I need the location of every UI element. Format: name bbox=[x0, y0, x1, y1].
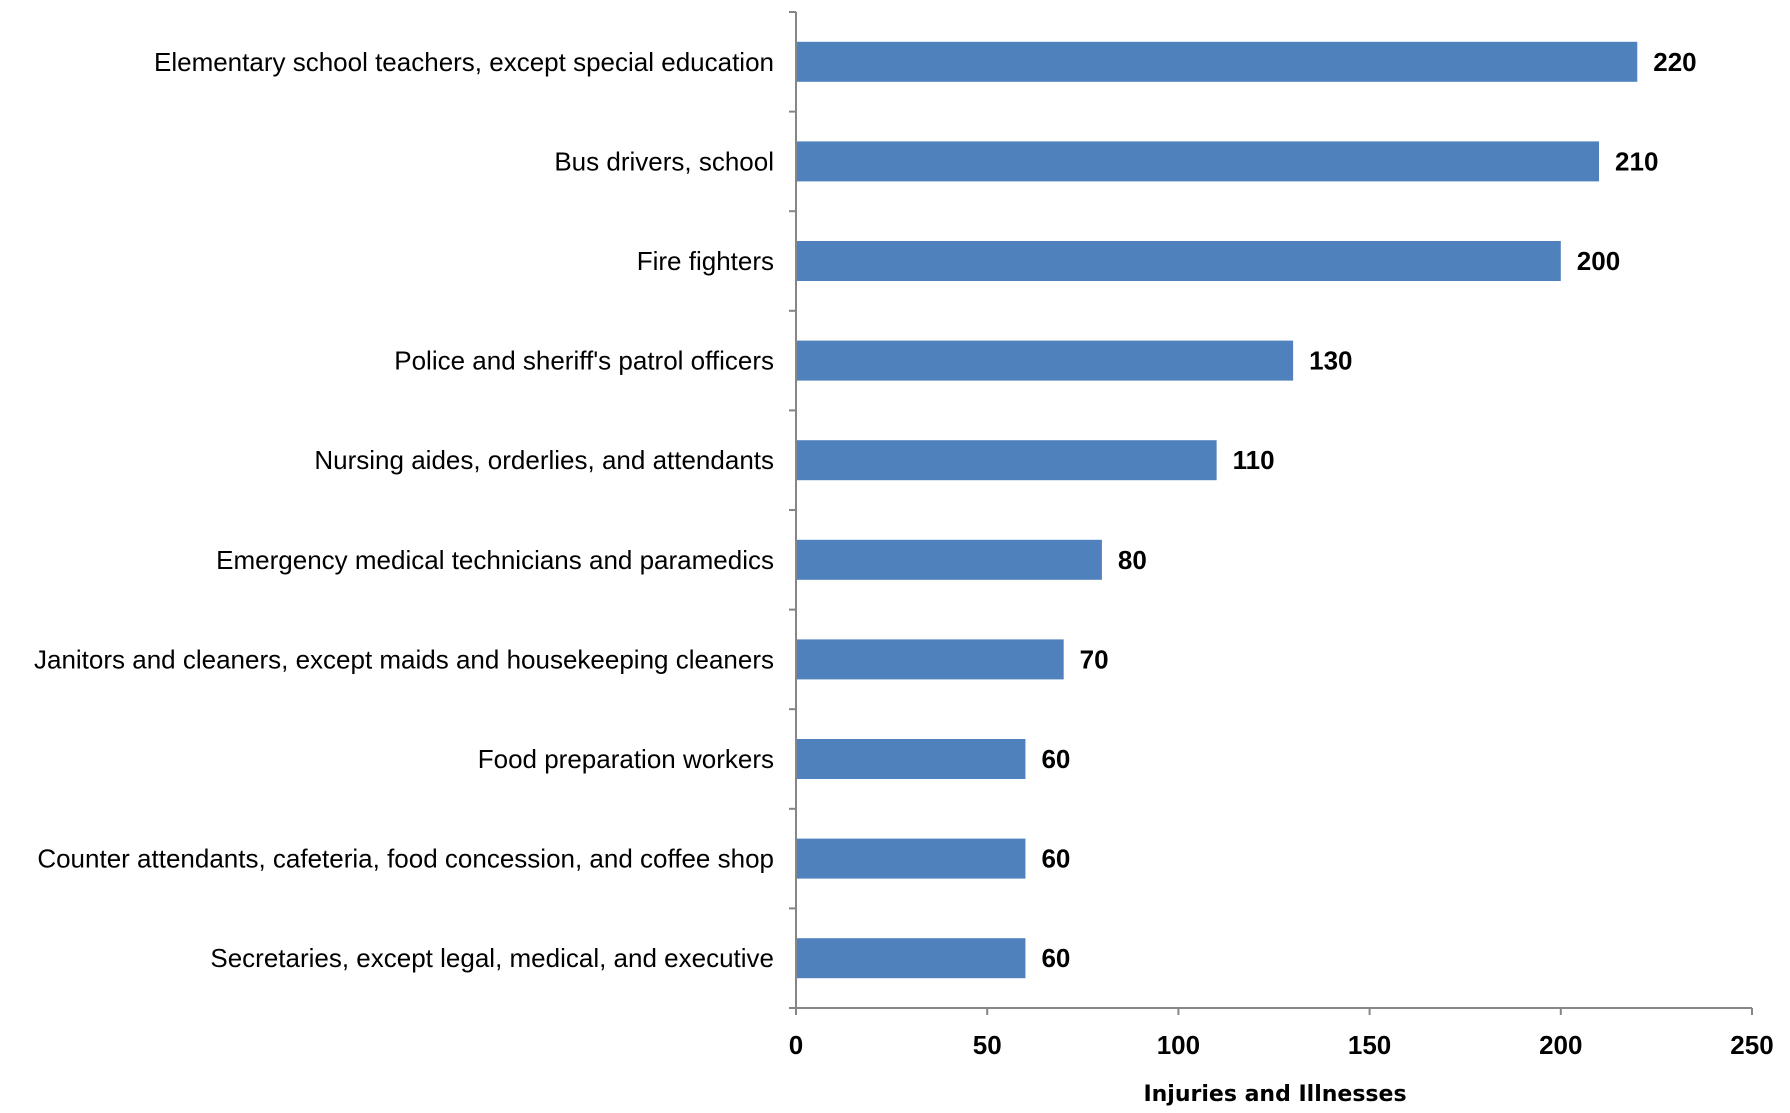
bar-8 bbox=[796, 838, 1026, 879]
category-label-1: Bus drivers, school bbox=[554, 146, 774, 176]
category-label-9: Secretaries, except legal, medical, and … bbox=[210, 943, 774, 973]
category-label-5: Emergency medical technicians and parame… bbox=[216, 545, 774, 575]
x-tick-label-0: 0 bbox=[789, 1030, 803, 1060]
x-tick-label-4: 200 bbox=[1539, 1030, 1582, 1060]
x-tick-label-3: 150 bbox=[1348, 1030, 1391, 1060]
x-tick-label-5: 250 bbox=[1730, 1030, 1773, 1060]
category-label-7: Food preparation workers bbox=[478, 744, 774, 774]
category-label-8: Counter attendants, cafeteria, food conc… bbox=[37, 844, 774, 874]
value-label-6: 70 bbox=[1080, 644, 1109, 674]
value-label-5: 80 bbox=[1118, 545, 1147, 575]
bar-1 bbox=[796, 141, 1600, 182]
category-label-4: Nursing aides, orderlies, and attendants bbox=[314, 445, 774, 475]
category-label-2: Fire fighters bbox=[637, 246, 774, 276]
x-axis-title: Injuries and Illnesses bbox=[1143, 1082, 1406, 1107]
value-label-4: 110 bbox=[1233, 445, 1275, 475]
bar-3 bbox=[796, 340, 1294, 381]
x-tick-label-1: 50 bbox=[973, 1030, 1002, 1060]
value-label-1: 210 bbox=[1615, 146, 1658, 176]
value-label-0: 220 bbox=[1653, 47, 1696, 77]
bar-0 bbox=[796, 41, 1638, 82]
x-tick-label-2: 100 bbox=[1157, 1030, 1200, 1060]
bar-7 bbox=[796, 739, 1026, 779]
category-label-3: Police and sheriff's patrol officers bbox=[394, 346, 774, 376]
value-label-7: 60 bbox=[1041, 744, 1070, 774]
value-label-3: 130 bbox=[1309, 346, 1352, 376]
category-label-0: Elementary school teachers, except speci… bbox=[154, 47, 774, 77]
bar-5 bbox=[796, 539, 1102, 580]
category-label-6: Janitors and cleaners, except maids and … bbox=[34, 644, 774, 674]
value-label-8: 60 bbox=[1041, 844, 1070, 874]
value-labels: 220 210 200 130 110 80 70 60 60 60 bbox=[1041, 47, 1696, 973]
bar-4 bbox=[796, 440, 1217, 481]
value-label-9: 60 bbox=[1041, 943, 1070, 973]
bar-6 bbox=[796, 639, 1064, 680]
category-labels: Elementary school teachers, except speci… bbox=[34, 47, 774, 973]
bar-9 bbox=[796, 938, 1026, 979]
bar-2 bbox=[796, 241, 1561, 281]
bars-group bbox=[796, 41, 1638, 979]
value-label-2: 200 bbox=[1577, 246, 1620, 276]
axes: 0 50 100 150 200 250 bbox=[789, 11, 1774, 1060]
